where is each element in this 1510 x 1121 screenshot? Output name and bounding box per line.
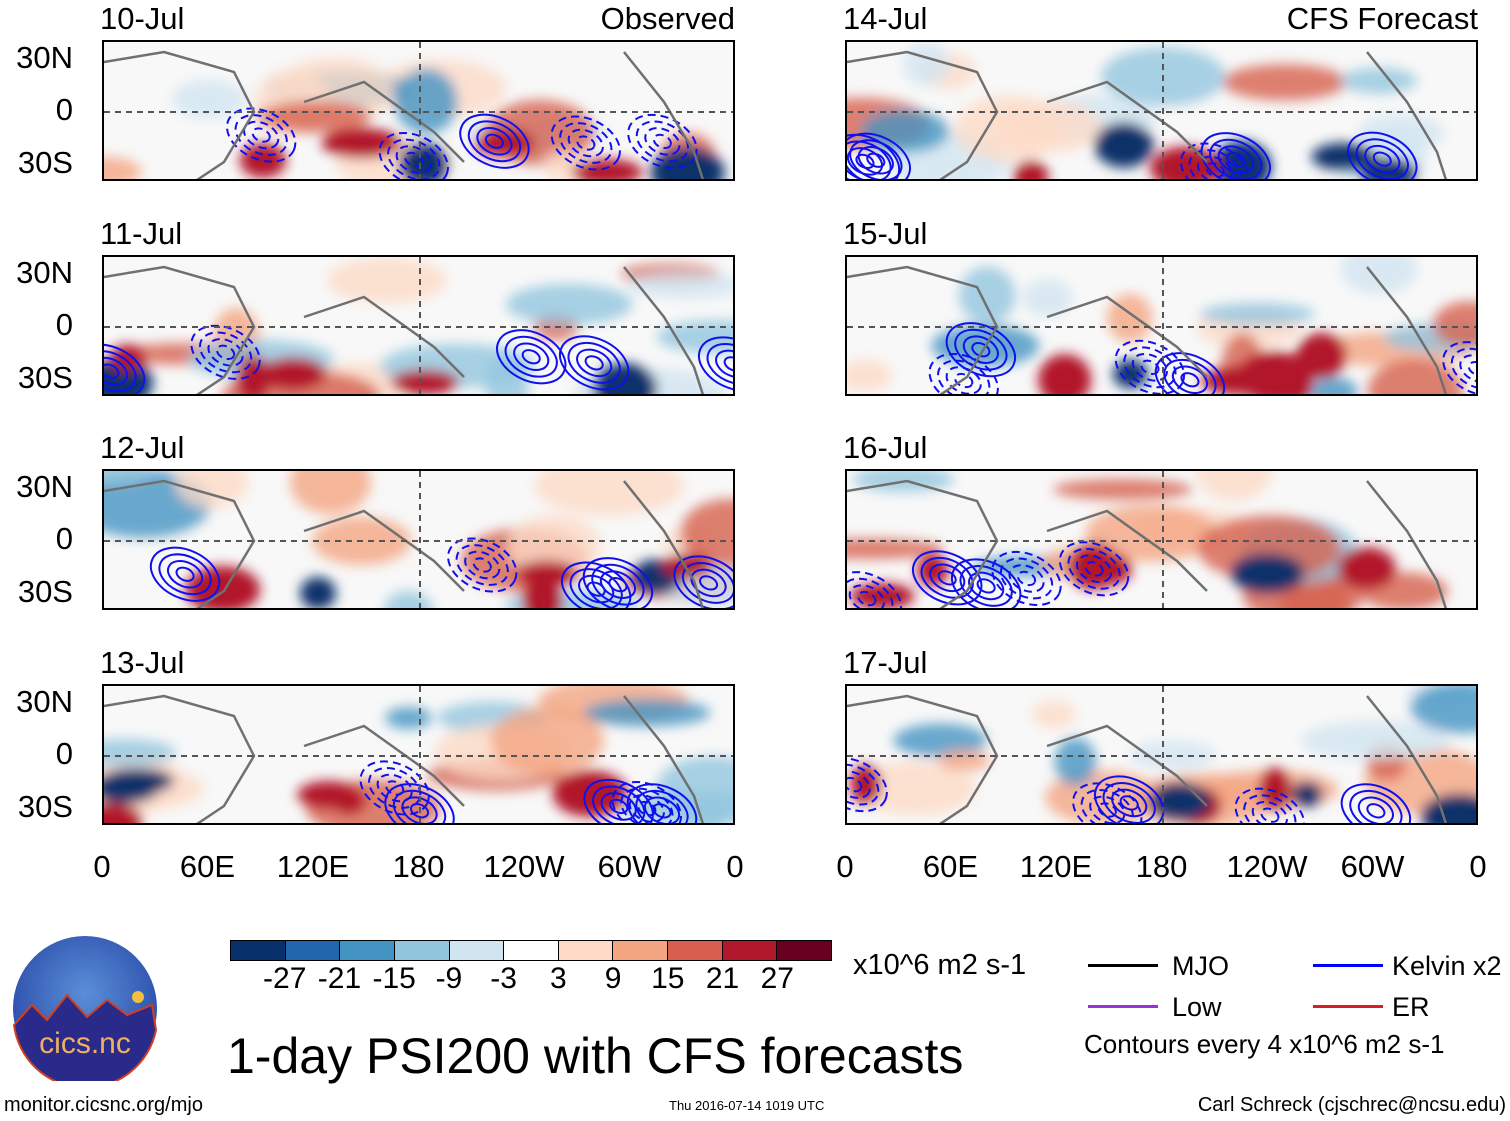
- colorbar-tick-label: -21: [317, 962, 362, 995]
- lat-label: 30N: [16, 469, 73, 504]
- svg-text:cics.nc: cics.nc: [39, 1027, 131, 1060]
- psi200-map-panel: [845, 40, 1478, 181]
- psi200-map-panel: [102, 684, 735, 825]
- lat-label: 30N: [16, 40, 73, 75]
- colorbar-tick-label: -3: [490, 962, 517, 995]
- psi200-map-panel: [845, 255, 1478, 396]
- lat-label: 30N: [16, 684, 73, 719]
- colorbar-tick-label: 3: [550, 962, 567, 995]
- legend-label-kelvin: Kelvin x2: [1392, 951, 1502, 981]
- colorbar-swatch: [448, 941, 504, 960]
- lon-label: 120E: [1019, 849, 1093, 884]
- colorbar-tick-label: -27: [263, 962, 307, 995]
- legend-label-low: Low: [1172, 992, 1222, 1022]
- panel-date: 16-Jul: [843, 430, 928, 465]
- footer-timestamp: Thu 2016-07-14 1019 UTC: [669, 1098, 825, 1113]
- observed-header: Observed: [600, 1, 735, 36]
- lat-label: 30S: [17, 145, 73, 180]
- panel-date: 11-Jul: [100, 216, 183, 251]
- lon-label: 120E: [276, 849, 350, 884]
- lat-label: 0: [55, 307, 73, 342]
- colorbar-units: x10^6 m2 s-1: [853, 949, 1027, 981]
- lon-label: 0: [836, 849, 854, 884]
- colorbar: [230, 940, 832, 961]
- legend-line-er: [1313, 1005, 1383, 1008]
- psi200-map-panel: [845, 469, 1478, 610]
- colorbar-swatch: [667, 941, 722, 960]
- forecast-header: CFS Forecast: [1286, 1, 1478, 36]
- colorbar-swatch: [721, 941, 777, 960]
- colorbar-tick-label: -15: [372, 962, 416, 995]
- panel-date: 12-Jul: [100, 430, 185, 465]
- colorbar-swatch: [557, 941, 613, 960]
- legend-label-mjo: MJO: [1172, 951, 1229, 981]
- panel-date: 15-Jul: [843, 216, 928, 251]
- colorbar-tick-label: 21: [705, 962, 740, 995]
- colorbar-tick-label: -9: [435, 962, 463, 995]
- contour-note: Contours every 4 x10^6 m2 s-1: [1084, 1029, 1445, 1059]
- legend-label-er: ER: [1392, 992, 1430, 1022]
- panel-date: 14-Jul: [843, 1, 928, 36]
- colorbar-swatch: [776, 941, 832, 960]
- legend-line-kelvin: [1313, 964, 1383, 967]
- lat-label: 0: [55, 736, 73, 771]
- panel-date: 17-Jul: [843, 645, 928, 680]
- lat-label: 0: [55, 521, 73, 556]
- colorbar-swatch: [284, 941, 340, 960]
- legend-line-low: [1088, 1005, 1158, 1008]
- lon-label: 180: [392, 849, 445, 884]
- lon-label: 180: [1135, 849, 1188, 884]
- lon-label: 60E: [179, 849, 236, 884]
- lon-label: 60W: [597, 849, 662, 884]
- lat-label: 30N: [16, 255, 73, 290]
- lon-label: 0: [93, 849, 111, 884]
- lon-label: 0: [726, 849, 744, 884]
- lat-label: 30S: [17, 360, 73, 395]
- psi200-map-panel: [102, 40, 735, 181]
- cicsnc-logo: cics.nc: [12, 935, 158, 1089]
- lat-label: 30S: [17, 789, 73, 824]
- lon-label: 0: [1469, 849, 1487, 884]
- colorbar-swatch: [503, 941, 558, 960]
- colorbar-tick-label: 15: [651, 962, 685, 995]
- colorbar-tick-label: 9: [604, 962, 622, 995]
- colorbar-swatch: [393, 941, 449, 960]
- footer-author: Carl Schreck (cjschrec@ncsu.edu): [1197, 1094, 1506, 1116]
- psi200-map-panel: [102, 255, 735, 396]
- lon-label: 120W: [1226, 849, 1308, 884]
- lat-label: 0: [55, 92, 73, 127]
- psi200-map-panel: [845, 684, 1478, 825]
- colorbar-swatch: [339, 941, 394, 960]
- lon-label: 120W: [483, 849, 565, 884]
- lat-label: 30S: [17, 574, 73, 609]
- colorbar-swatch: [612, 941, 668, 960]
- footer-url: monitor.cicsnc.org/mjo: [4, 1094, 203, 1116]
- colorbar-swatch: [231, 941, 285, 960]
- panel-date: 10-Jul: [100, 1, 185, 36]
- figure-title: 1-day PSI200 with CFS forecasts: [227, 1028, 964, 1084]
- legend-line-mjo: [1088, 964, 1158, 967]
- psi200-map-panel: [102, 469, 735, 610]
- lon-label: 60E: [922, 849, 979, 884]
- colorbar-tick-label: 27: [760, 962, 794, 995]
- panel-date: 13-Jul: [100, 645, 185, 680]
- lon-label: 60W: [1340, 849, 1405, 884]
